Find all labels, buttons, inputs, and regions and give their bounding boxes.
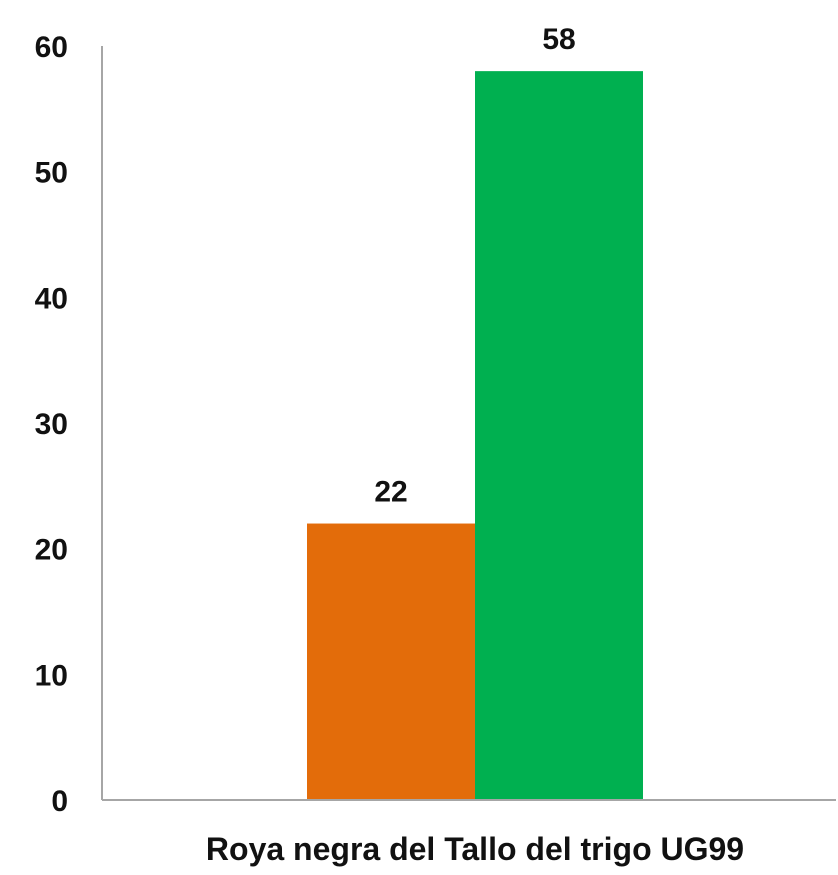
y-tick-label: 60 — [35, 31, 68, 64]
data-labels: 22 58 — [374, 23, 575, 508]
y-tick-label: 0 — [51, 785, 68, 818]
y-tick-label: 20 — [35, 534, 68, 567]
bar-value-label: 22 — [374, 476, 407, 509]
bars — [307, 71, 643, 801]
x-category-label: Roya negra del Tallo del trigo UG99 — [206, 831, 744, 867]
y-tick-label: 30 — [35, 408, 68, 441]
y-tick-label: 50 — [35, 157, 68, 190]
bar — [475, 71, 643, 801]
bar-value-label: 58 — [542, 23, 575, 56]
y-tick-label: 40 — [35, 282, 68, 315]
y-tick-label: 10 — [35, 659, 68, 692]
y-axis-ticks: 0 10 20 30 40 50 60 — [35, 31, 68, 818]
bar — [307, 523, 475, 800]
